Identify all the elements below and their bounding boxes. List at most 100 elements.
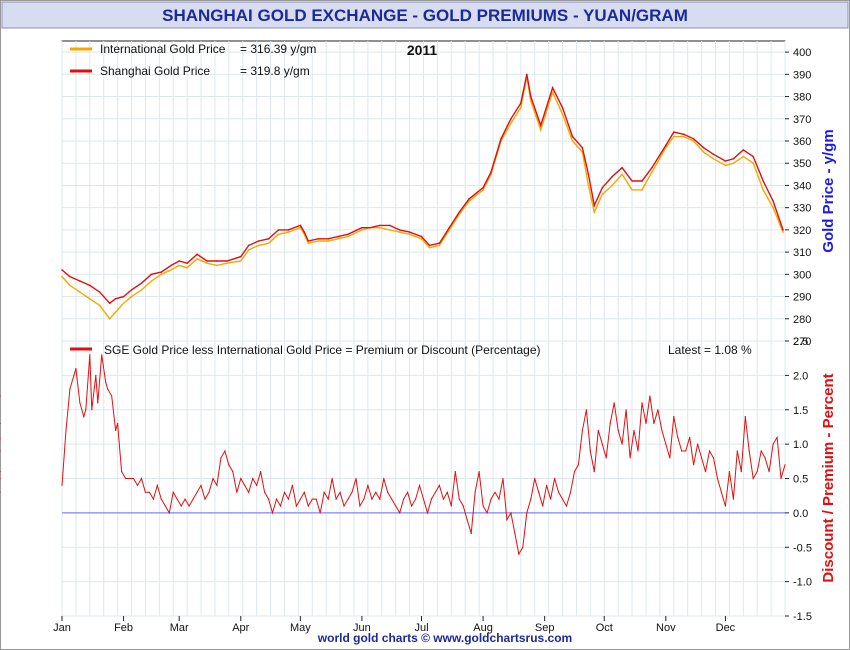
data-point-premium: [256, 484, 258, 486]
data-point-premium: [518, 553, 520, 555]
data-point-premium: [784, 464, 786, 466]
data-point-premium: [589, 450, 591, 452]
data-point-premium: [732, 498, 735, 500]
data-point-premium: [724, 505, 727, 507]
data-point-shanghai: [611, 175, 613, 178]
data-point-premium: [160, 498, 162, 500]
data-point-international: [601, 193, 604, 196]
data-point-international: [79, 291, 81, 293]
data-point-shanghai: [186, 262, 188, 265]
data-point-premium: [216, 484, 218, 486]
y-tick-label: 390: [793, 69, 811, 81]
data-point-international: [216, 264, 218, 267]
data-point-premium: [311, 498, 313, 500]
data-point-shanghai: [317, 238, 320, 240]
data-point-international: [428, 246, 431, 249]
data-point-premium: [351, 491, 353, 493]
data-point-premium: [379, 498, 381, 500]
data-point-shanghai: [438, 242, 441, 244]
data-point-shanghai: [257, 240, 260, 242]
data-point-premium: [470, 532, 472, 535]
data-point-shanghai: [408, 231, 411, 233]
data-point-premium: [621, 443, 623, 445]
data-point-shanghai: [702, 146, 705, 149]
data-point-international: [772, 206, 774, 209]
y-tick-label: 380: [793, 92, 811, 104]
legend-value-shanghai: = 319.8 y/gm: [240, 64, 310, 78]
data-point-premium: [637, 450, 639, 452]
data-point-premium: [291, 484, 293, 486]
data-point-shanghai: [337, 235, 339, 238]
data-point-shanghai: [287, 229, 290, 231]
data-point-premium: [136, 484, 139, 486]
data-point-premium: [85, 409, 87, 411]
legend-value-international: = 316.39 y/gm: [240, 42, 316, 56]
data-point-premium: [490, 498, 492, 500]
data-point-shanghai: [428, 244, 431, 247]
data-point-premium: [295, 505, 297, 507]
data-point-premium: [673, 416, 675, 418]
data-point-premium: [335, 498, 337, 500]
data-point-premium: [188, 505, 190, 507]
data-point-premium: [530, 498, 532, 500]
data-point-premium: [510, 512, 512, 514]
data-point-international: [150, 280, 153, 282]
y-tick-label: 0.5: [793, 474, 808, 486]
x-tick-label: Jan: [53, 622, 71, 634]
x-tick-label: Apr: [232, 622, 249, 634]
data-point-premium: [442, 498, 444, 500]
data-point-shanghai: [724, 160, 727, 162]
data-point-premium: [260, 471, 262, 473]
data-point-international: [742, 155, 745, 158]
data-point-international: [682, 135, 685, 138]
y-tick-label: -0.5: [793, 542, 812, 554]
data-point-shanghai: [61, 269, 63, 271]
data-point-premium: [736, 450, 738, 452]
data-point-premium: [585, 409, 588, 411]
data-point-shanghai: [631, 180, 633, 182]
data-point-international: [593, 211, 596, 213]
legend-bottom: SGE Gold Price less International Gold P…: [70, 343, 752, 357]
data-point-international: [420, 238, 423, 240]
legend-label-international: International Gold Price: [100, 42, 226, 56]
data-point-shanghai: [551, 86, 554, 89]
data-point-shanghai: [347, 233, 349, 236]
data-point-shanghai: [458, 211, 461, 213]
data-point-shanghai: [561, 106, 564, 109]
data-point-international: [130, 295, 133, 298]
data-point-premium: [542, 505, 544, 507]
data-point-premium: [121, 471, 123, 473]
data-point-shanghai: [327, 238, 330, 240]
data-point-shanghai: [500, 138, 502, 140]
data-point-international: [539, 129, 542, 131]
data-point-premium: [107, 388, 109, 390]
data-point-shanghai: [752, 155, 754, 158]
data-point-shanghai: [240, 255, 242, 258]
data-point-premium: [403, 498, 405, 500]
data-point-shanghai: [140, 282, 143, 285]
data-point-shanghai: [772, 200, 774, 202]
data-point-shanghai: [247, 244, 250, 247]
data-point-premium: [681, 450, 683, 452]
data-point-premium: [407, 491, 409, 493]
data-point-shanghai: [587, 173, 590, 176]
data-point-shanghai: [641, 180, 643, 182]
data-point-international: [641, 189, 643, 191]
data-point-premium: [466, 519, 468, 521]
data-point-premium: [494, 491, 496, 493]
y-tick-label: 360: [793, 136, 811, 148]
data-point-international: [240, 260, 242, 262]
data-point-international: [468, 200, 471, 202]
data-point-shanghai: [307, 240, 310, 242]
y-tick-label: 0.0: [793, 508, 808, 520]
data-point-premium: [704, 471, 707, 473]
y-tick-label: 400: [793, 47, 811, 59]
data-point-premium: [268, 498, 270, 500]
data-point-premium: [625, 409, 627, 411]
data-point-premium: [228, 464, 230, 466]
data-point-premium: [446, 491, 448, 493]
data-point-premium: [279, 505, 282, 507]
data-point-premium: [176, 498, 178, 500]
data-point-premium: [748, 450, 750, 452]
data-point-premium: [236, 491, 238, 493]
